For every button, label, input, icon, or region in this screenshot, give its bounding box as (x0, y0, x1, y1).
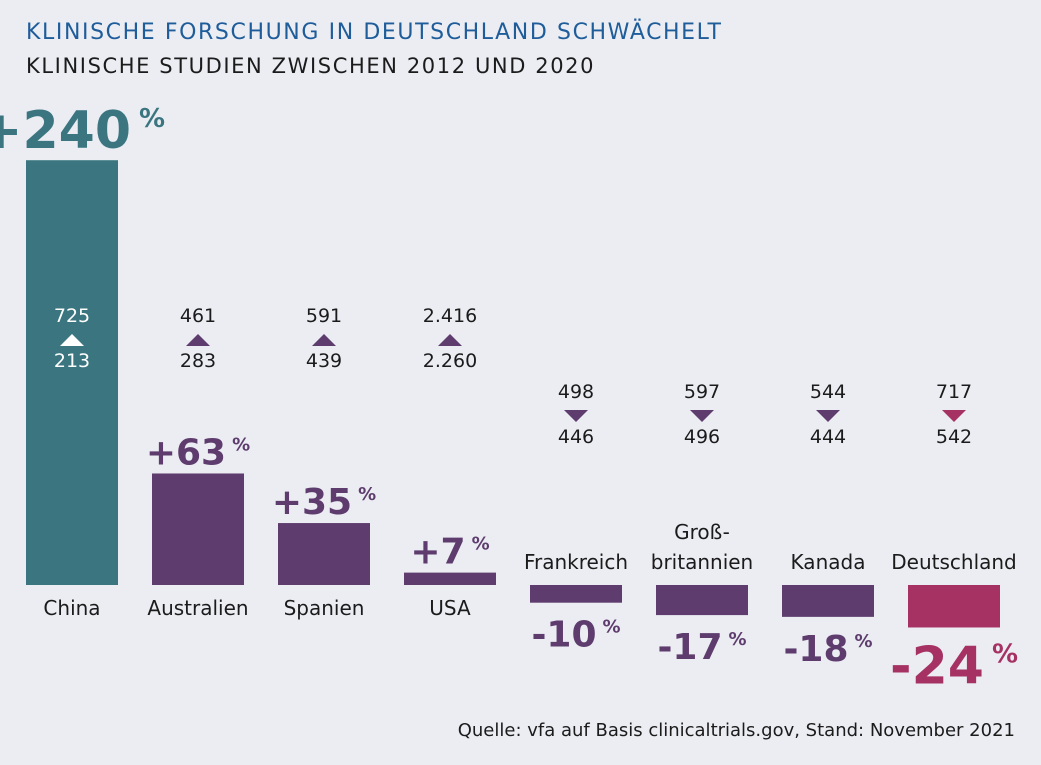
up-arrow-icon-usa (438, 334, 462, 346)
up-arrow-icon-australien (186, 334, 210, 346)
up-arrow-icon-spanien (312, 334, 336, 346)
studies-2012-gro-britannien: 496 (684, 426, 720, 448)
down-arrow-icon-deutschland (942, 410, 966, 422)
studies-2012-china: 213 (54, 350, 90, 372)
bar-frankreich (530, 585, 622, 603)
value-label-kanada: -18% (783, 629, 872, 670)
studies-2020-spanien: 591 (306, 305, 342, 327)
value-label-australien: +63% (146, 432, 250, 473)
category-label-kanada: Kanada (791, 550, 866, 574)
category-label-frankreich: Frankreich (524, 550, 628, 574)
source-note: Quelle: vfa auf Basis clinicaltrials.gov… (457, 720, 1015, 741)
category-label-australien: Australien (147, 596, 248, 620)
bar-spanien (278, 523, 370, 585)
value-label-deutschland: -24% (890, 636, 1018, 696)
studies-2012-kanada: 444 (810, 426, 846, 448)
studies-2012-usa: 2.260 (423, 350, 477, 372)
category-label-usa: USA (429, 596, 471, 620)
chart-subtitle: KLINISCHE STUDIEN ZWISCHEN 2012 UND 2020 (26, 54, 596, 78)
studies-2020-gro-britannien: 597 (684, 381, 720, 403)
bar-australien (152, 473, 244, 585)
value-label-china: +240% (0, 101, 165, 161)
studies-2012-frankreich: 446 (558, 426, 594, 448)
bar-deutschland (908, 585, 1000, 628)
value-label-gro-britannien: -17% (657, 627, 746, 668)
bar-usa (404, 572, 496, 585)
category-label-deutschland: Deutschland (891, 550, 1017, 574)
studies-2012-australien: 283 (180, 350, 216, 372)
chart-title: KLINISCHE FORSCHUNG IN DEUTSCHLAND SCHWÄ… (26, 20, 723, 45)
studies-2020-deutschland: 717 (936, 381, 972, 403)
bar-kanada (782, 585, 874, 617)
bar-gro-britannien (656, 585, 748, 616)
studies-2020-kanada: 544 (810, 381, 846, 403)
studies-2020-usa: 2.416 (423, 305, 477, 327)
studies-2012-deutschland: 542 (936, 426, 972, 448)
up-arrow-icon-china (60, 334, 84, 346)
bar-china (26, 160, 118, 585)
category-label-china: China (43, 596, 100, 620)
category-label-spanien: Spanien (284, 596, 365, 620)
down-arrow-icon-frankreich (564, 410, 588, 422)
studies-2020-frankreich: 498 (558, 381, 594, 403)
studies-2012-spanien: 439 (306, 350, 342, 372)
studies-2020-australien: 461 (180, 305, 216, 327)
down-arrow-icon-gro-britannien (690, 410, 714, 422)
value-label-frankreich: -10% (531, 615, 620, 656)
studies-2020-china: 725 (54, 305, 90, 327)
value-label-usa: +7% (410, 532, 489, 573)
value-label-spanien: +35% (272, 482, 376, 523)
category-label-gro-britannien-1: Groß- (674, 520, 730, 544)
down-arrow-icon-kanada (816, 410, 840, 422)
category-label-gro-britannien-2: britannien (651, 550, 753, 574)
